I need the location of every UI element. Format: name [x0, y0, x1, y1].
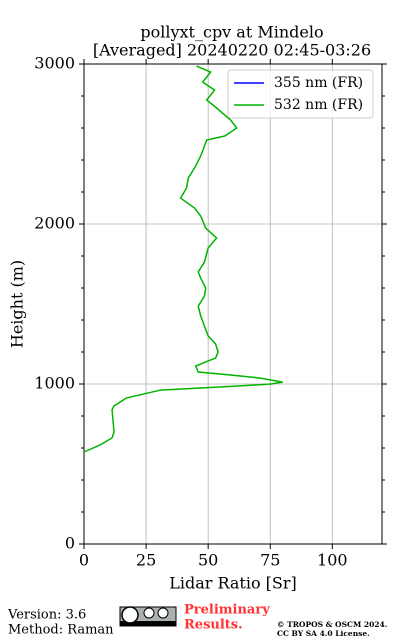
plot-frame [83, 63, 383, 545]
y-tick-label: 1000 [34, 374, 75, 393]
x-tick-label: 75 [260, 551, 280, 570]
profile-line [83, 65, 283, 453]
copyright: © TROPOS & OSCM 2024. [277, 620, 387, 629]
y-axis-label: Height (m) [8, 260, 27, 348]
x-axis-label: Lidar Ratio [Sr] [169, 574, 297, 593]
chart-title: pollyxt_cpv at Mindelo [140, 23, 323, 42]
legend-box [227, 69, 374, 119]
preliminary: Results. [184, 618, 243, 633]
x-tick-label: 100 [317, 551, 348, 570]
x-tick-label: 25 [136, 551, 156, 570]
version: Version: 3.6 [7, 608, 86, 623]
copyright: CC BY SA 4.0 License. [277, 629, 370, 638]
legend-label: 532 nm (FR) [274, 97, 363, 113]
y-tick-label: 0 [65, 534, 75, 553]
chart-subtitle: [Averaged] 20240220 02:45-03:26 [93, 41, 371, 60]
x-tick-label: 0 [79, 551, 89, 570]
legend-label: 355 nm (FR) [274, 75, 363, 91]
preliminary: Preliminary [184, 603, 270, 618]
cc-logo [119, 606, 177, 627]
y-tick-label: 2000 [34, 214, 75, 233]
y-tick-label: 3000 [34, 54, 75, 73]
x-tick-label: 50 [198, 551, 218, 570]
method: Method: Raman [8, 623, 114, 638]
